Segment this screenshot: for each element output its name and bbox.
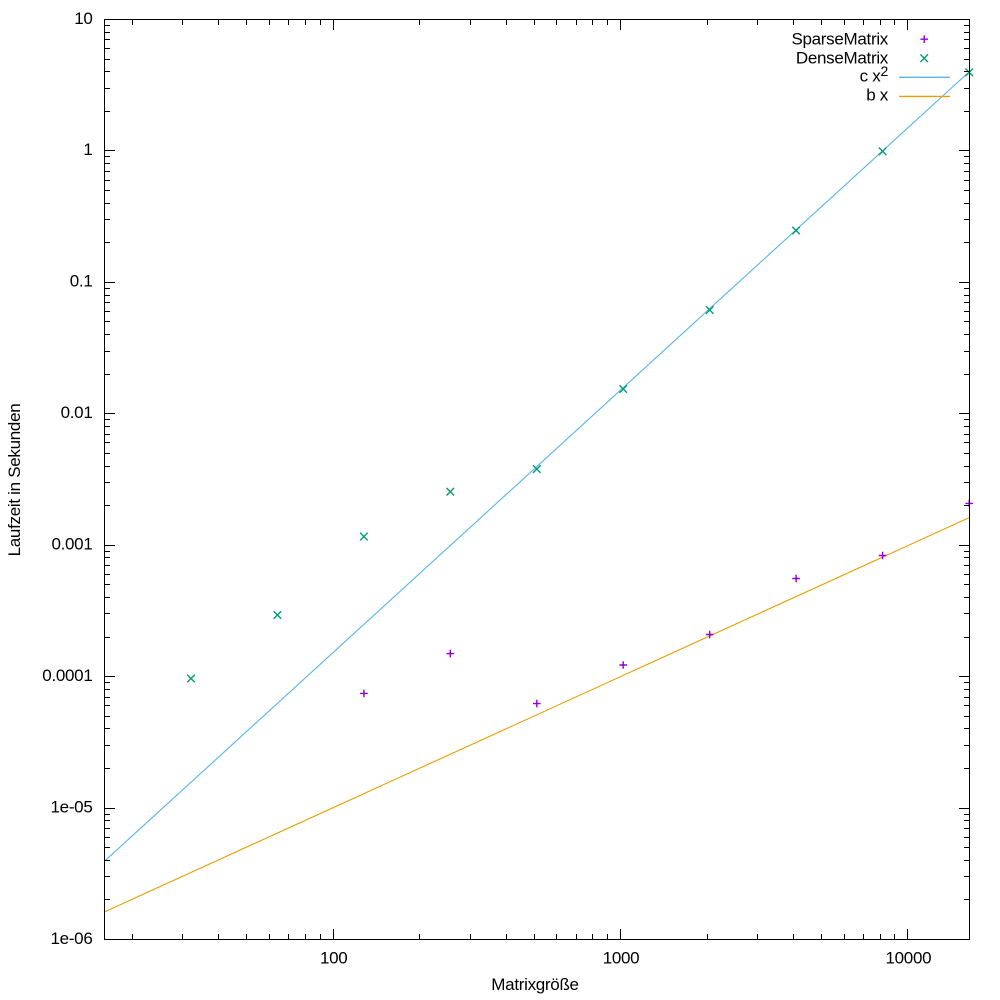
svg-text:0.001: 0.001 (51, 535, 92, 554)
svg-text:0.0001: 0.0001 (42, 666, 92, 685)
svg-text:1: 1 (83, 140, 92, 159)
svg-text:b x: b x (866, 86, 889, 105)
svg-text:10000: 10000 (886, 949, 932, 968)
svg-text:Laufzeit in Sekunden: Laufzeit in Sekunden (5, 404, 24, 557)
svg-text:0.1: 0.1 (70, 272, 93, 291)
svg-text:SparseMatrix: SparseMatrix (791, 30, 888, 49)
svg-text:100: 100 (320, 949, 347, 968)
svg-text:0.01: 0.01 (61, 403, 93, 422)
svg-text:10: 10 (74, 9, 92, 28)
svg-text:1000: 1000 (603, 949, 640, 968)
svg-text:Matrixgröße: Matrixgröße (491, 975, 578, 994)
svg-text:DenseMatrix: DenseMatrix (796, 48, 889, 67)
svg-text:1e-06: 1e-06 (51, 929, 93, 948)
svg-text:1e-05: 1e-05 (51, 797, 93, 816)
